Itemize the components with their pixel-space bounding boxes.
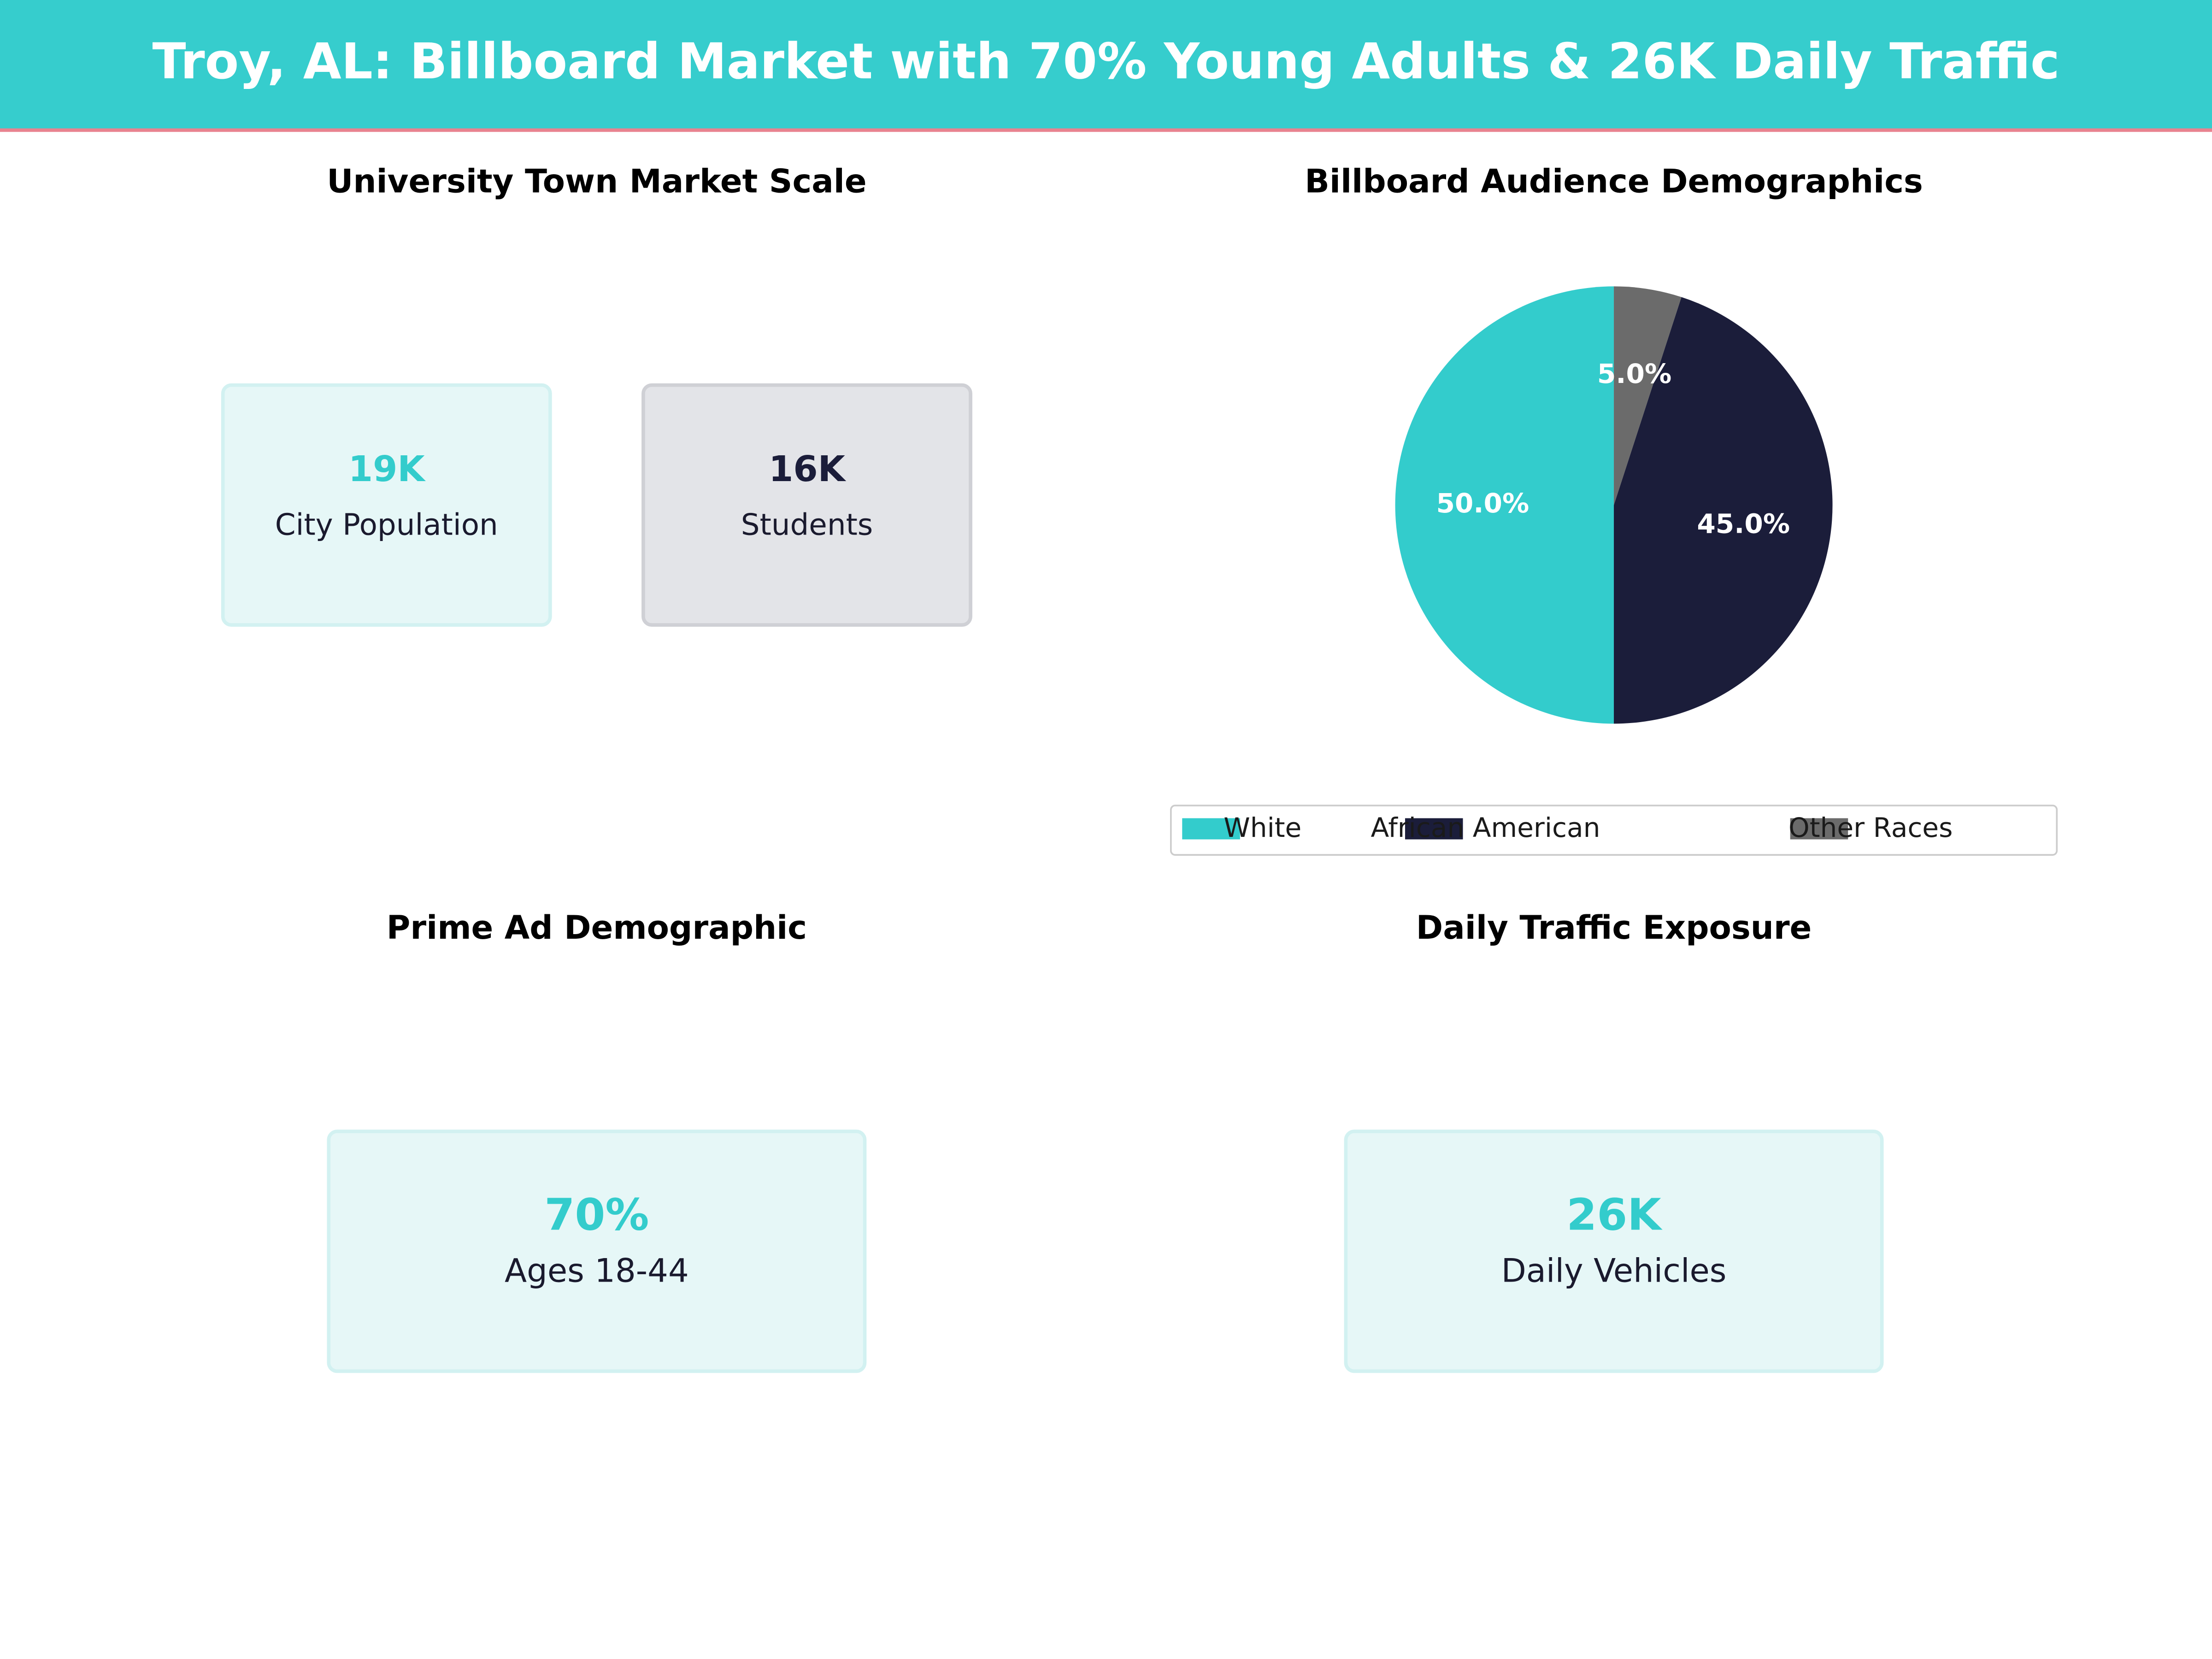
legend-label: Other Races	[1788, 812, 1953, 843]
kpi-card	[641, 383, 972, 627]
legend-box	[1170, 805, 2058, 856]
kpi-value: 16K	[769, 449, 846, 490]
kpi-value: 19K	[348, 449, 426, 490]
kpi-label: City Population	[275, 507, 498, 542]
legend-swatch	[1182, 818, 1240, 840]
pie-slice	[1395, 286, 1614, 724]
legend-swatch	[1405, 818, 1463, 840]
header-rule	[0, 128, 2212, 132]
pie-slice	[1614, 286, 1682, 505]
kpi-card	[221, 383, 552, 627]
kpi-label: Ages 18-44	[505, 1252, 689, 1290]
panel-title: Daily Traffic Exposure	[1416, 909, 1812, 947]
kpi-value: 70%	[544, 1189, 649, 1240]
kpi-label: Students	[741, 507, 873, 542]
chart-title: Billboard Audience Demographics	[1305, 162, 1923, 200]
slice-label: 45.0%	[1697, 508, 1790, 540]
page-title: Troy, AL: Billboard Market with 70% Youn…	[152, 33, 2059, 90]
pie-slice	[1614, 297, 1833, 724]
kpi-label: Daily Vehicles	[1501, 1252, 1727, 1290]
kpi-value: 26K	[1566, 1189, 1663, 1240]
slice-label: 5.0%	[1597, 358, 1671, 389]
slice-label: 50.0%	[1436, 488, 1529, 519]
legend-label: White	[1224, 812, 1301, 843]
header-bar	[0, 0, 2212, 130]
panel-title: University Town Market Scale	[327, 162, 866, 200]
legend-swatch	[1790, 818, 1848, 840]
kpi-card	[1344, 1130, 1884, 1373]
kpi-card	[327, 1130, 867, 1373]
panel-title: Prime Ad Demographic	[387, 909, 807, 947]
legend-label: African American	[1371, 812, 1600, 843]
